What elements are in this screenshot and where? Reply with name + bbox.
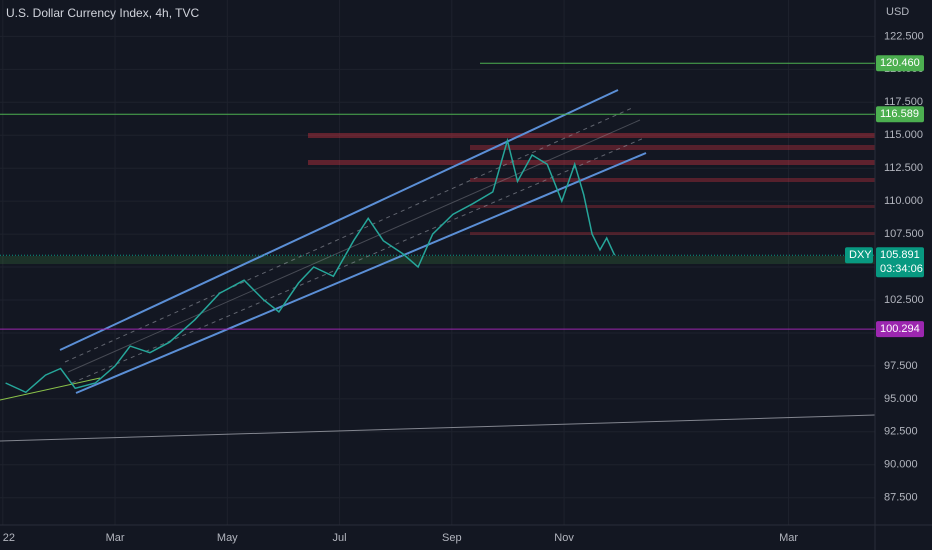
currency: USD	[886, 6, 909, 18]
symbol-label: DXY	[849, 249, 872, 261]
price-tag	[876, 55, 924, 72]
price-tag	[876, 321, 924, 338]
channel-bottom	[75, 152, 647, 394]
price-tag-label: 100.294	[880, 323, 920, 335]
y-tick-label: 92.500	[884, 426, 918, 438]
price-tag-label: 120.460	[880, 57, 920, 69]
price-tag-label: 116.589	[880, 108, 919, 120]
channel-top	[59, 89, 619, 351]
trendline	[0, 377, 101, 401]
price-tag	[876, 106, 924, 123]
symbol-tag	[845, 247, 873, 264]
x-tick-label: Jul	[333, 532, 347, 544]
drawings	[0, 89, 876, 442]
grid	[0, 0, 875, 525]
y-tick-label: 110.000	[884, 195, 923, 207]
zone	[0, 256, 875, 264]
price-tag-label: 105.891	[880, 249, 920, 261]
y-tick-label: 107.500	[884, 228, 924, 240]
zone	[470, 232, 875, 235]
y-tick-label: 117.500	[884, 96, 923, 108]
x-tick-label: Mar	[106, 532, 125, 544]
y-tick-label: 122.500	[884, 30, 924, 42]
zone	[470, 205, 875, 208]
x-tick-label: 22	[3, 532, 15, 544]
y-tick-label: 97.500	[884, 360, 918, 372]
chart-title: U.S. Dollar Currency Index, 4h, TVC	[6, 6, 200, 20]
x-tick-label: Mar	[779, 532, 798, 544]
price-tag	[876, 247, 924, 278]
zone	[470, 178, 875, 182]
zone	[308, 133, 875, 138]
x-tick-label: Sep	[442, 532, 462, 544]
price-line	[5, 137, 616, 394]
y-tick-label: 90.000	[884, 459, 918, 471]
y-tick-label: 112.500	[884, 162, 923, 174]
zone	[470, 145, 875, 150]
countdown: 03:34:06	[880, 263, 923, 275]
trendline	[0, 414, 876, 442]
x-tick-label: May	[217, 532, 238, 544]
y-tick-label: 95.000	[884, 393, 918, 405]
y-tick-label: 102.500	[884, 294, 924, 306]
x-tick-label: Nov	[554, 532, 574, 544]
y-tick-label: 115.000	[884, 129, 923, 141]
y-tick-label: 87.500	[884, 492, 918, 504]
zone	[308, 160, 875, 165]
